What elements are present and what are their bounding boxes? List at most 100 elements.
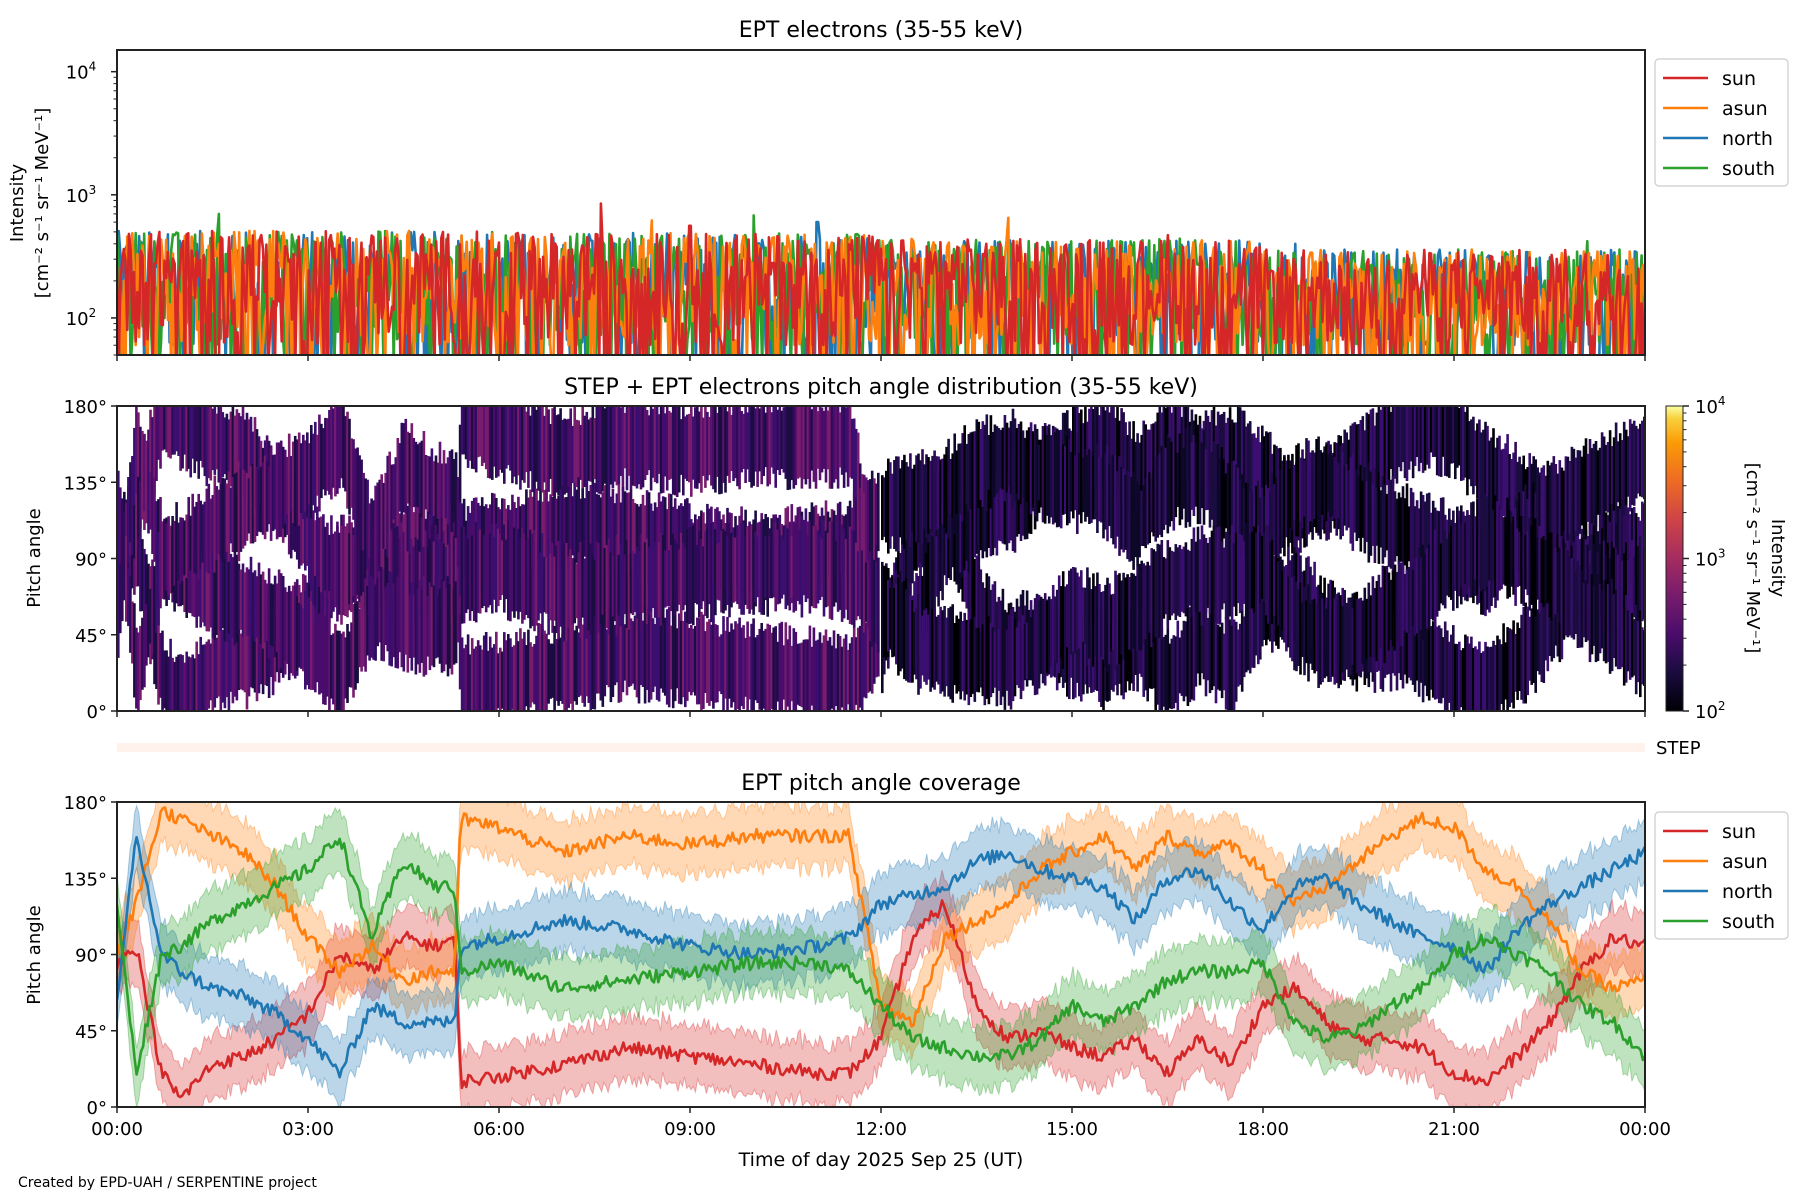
heatmap-cell xyxy=(239,416,243,493)
heatmap-cell xyxy=(875,562,878,644)
heatmap-cell xyxy=(1612,547,1616,637)
heatmap-cell xyxy=(679,532,683,621)
heatmap-cell xyxy=(1248,597,1252,674)
heatmap-cell xyxy=(352,535,355,597)
heatmap-cell xyxy=(971,493,975,562)
heatmap-cell xyxy=(1289,468,1292,528)
heatmap-cell xyxy=(350,438,353,508)
heatmap-cell xyxy=(1435,406,1439,476)
heatmap-cell xyxy=(1411,492,1415,580)
heatmap-cell xyxy=(470,406,474,469)
heatmap-cell xyxy=(155,501,158,557)
heatmap-cell xyxy=(1114,417,1117,484)
heatmap-cell xyxy=(1584,580,1588,642)
heatmap-cell xyxy=(905,589,908,681)
heatmap-cell xyxy=(1576,450,1580,537)
heatmap-cell xyxy=(1460,406,1463,481)
heatmap-cell xyxy=(1180,549,1184,612)
heatmap-cell xyxy=(1632,556,1636,618)
heatmap-cell xyxy=(1435,538,1439,617)
heatmap-cell xyxy=(746,621,749,711)
heatmap-cell xyxy=(1146,476,1150,545)
heatmap-cell xyxy=(235,409,239,496)
panel2-y-ticks: 0°45°90°135°180° xyxy=(64,397,117,723)
heatmap-cell xyxy=(1164,407,1168,479)
heatmap-cell xyxy=(826,410,830,470)
heatmap-cell xyxy=(1130,438,1133,498)
heatmap-cell xyxy=(704,406,707,488)
heatmap-cell xyxy=(452,536,456,615)
heatmap-cell xyxy=(503,406,506,484)
heatmap-cell xyxy=(1230,525,1234,626)
heatmap-cell xyxy=(1023,623,1027,681)
heatmap-cell xyxy=(352,439,355,520)
heatmap-cell xyxy=(1142,563,1146,645)
heatmap-cell xyxy=(1090,451,1093,523)
heatmap-cell xyxy=(760,623,764,711)
heatmap-cell xyxy=(710,406,713,486)
heatmap-cell xyxy=(261,607,265,695)
heatmap-cell xyxy=(1478,504,1481,588)
heatmap-cell xyxy=(1357,424,1361,509)
heatmap-cell xyxy=(1140,434,1144,503)
heatmap-cell xyxy=(810,527,814,607)
heatmap-cell xyxy=(247,620,251,697)
heatmap-cell xyxy=(149,588,152,644)
heatmap-cell xyxy=(599,551,603,624)
heatmap-cell xyxy=(354,518,357,610)
heatmap-cell xyxy=(543,415,546,483)
heatmap-cell xyxy=(810,409,814,471)
heatmap-cell xyxy=(798,643,802,706)
heatmap-cell xyxy=(684,611,687,708)
heatmap-cell xyxy=(842,529,846,619)
heatmap-cell xyxy=(1448,641,1451,703)
heatmap-cell xyxy=(1206,453,1210,510)
heatmap-cell xyxy=(501,406,504,473)
heatmap-cell xyxy=(621,406,625,491)
heatmap-cell xyxy=(977,627,981,693)
heatmap-cell xyxy=(334,531,337,608)
heatmap-cell xyxy=(535,409,538,482)
heatmap-cell xyxy=(1371,408,1375,502)
heatmap-cell xyxy=(1074,455,1077,511)
heatmap-cell xyxy=(1265,526,1268,616)
heatmap-cell xyxy=(1076,572,1079,651)
colorbar-tick-label: 102 xyxy=(1695,699,1726,723)
heatmap-cell xyxy=(1156,412,1160,491)
heatmap-cell xyxy=(726,616,729,711)
heatmap-cell xyxy=(287,433,291,536)
heatmap-cell xyxy=(593,418,597,480)
heatmap-cell xyxy=(1389,479,1393,569)
heatmap-cell xyxy=(517,528,520,620)
heatmap-cell xyxy=(794,406,798,486)
heatmap-cell xyxy=(1259,574,1262,660)
heatmap-cell xyxy=(1628,606,1632,680)
heatmap-cell xyxy=(1558,547,1562,623)
heatmap-cell xyxy=(523,632,526,711)
heatmap-cell xyxy=(360,595,363,672)
heatmap-cell xyxy=(1367,582,1371,673)
heatmap-cell xyxy=(798,406,802,478)
heatmap-cell xyxy=(304,499,307,571)
heatmap-cell xyxy=(706,528,709,619)
heatmap-cell xyxy=(1059,429,1063,529)
heatmap-cell xyxy=(1437,540,1441,611)
heatmap-cell xyxy=(1226,530,1230,621)
heatmap-cell xyxy=(1335,442,1339,536)
heatmap-cell xyxy=(380,567,384,661)
heatmap-cell xyxy=(609,406,613,485)
x-axis-label: Time of day 2025 Sep 25 (UT) xyxy=(738,1149,1024,1171)
y-tick-label: 180° xyxy=(64,397,107,418)
heatmap-cell xyxy=(279,573,283,669)
heatmap-cell xyxy=(515,535,518,612)
heatmap-cell xyxy=(1458,641,1461,711)
heatmap-cell xyxy=(860,493,864,565)
heatmap-cell xyxy=(563,418,566,495)
heatmap-cell xyxy=(173,406,176,455)
heatmap-cell xyxy=(193,658,197,711)
heatmap-cell xyxy=(671,406,675,495)
heatmap-cell xyxy=(597,406,601,494)
heatmap-cell xyxy=(1313,452,1316,520)
heatmap-cell xyxy=(1401,486,1405,576)
heatmap-cell xyxy=(921,449,924,545)
